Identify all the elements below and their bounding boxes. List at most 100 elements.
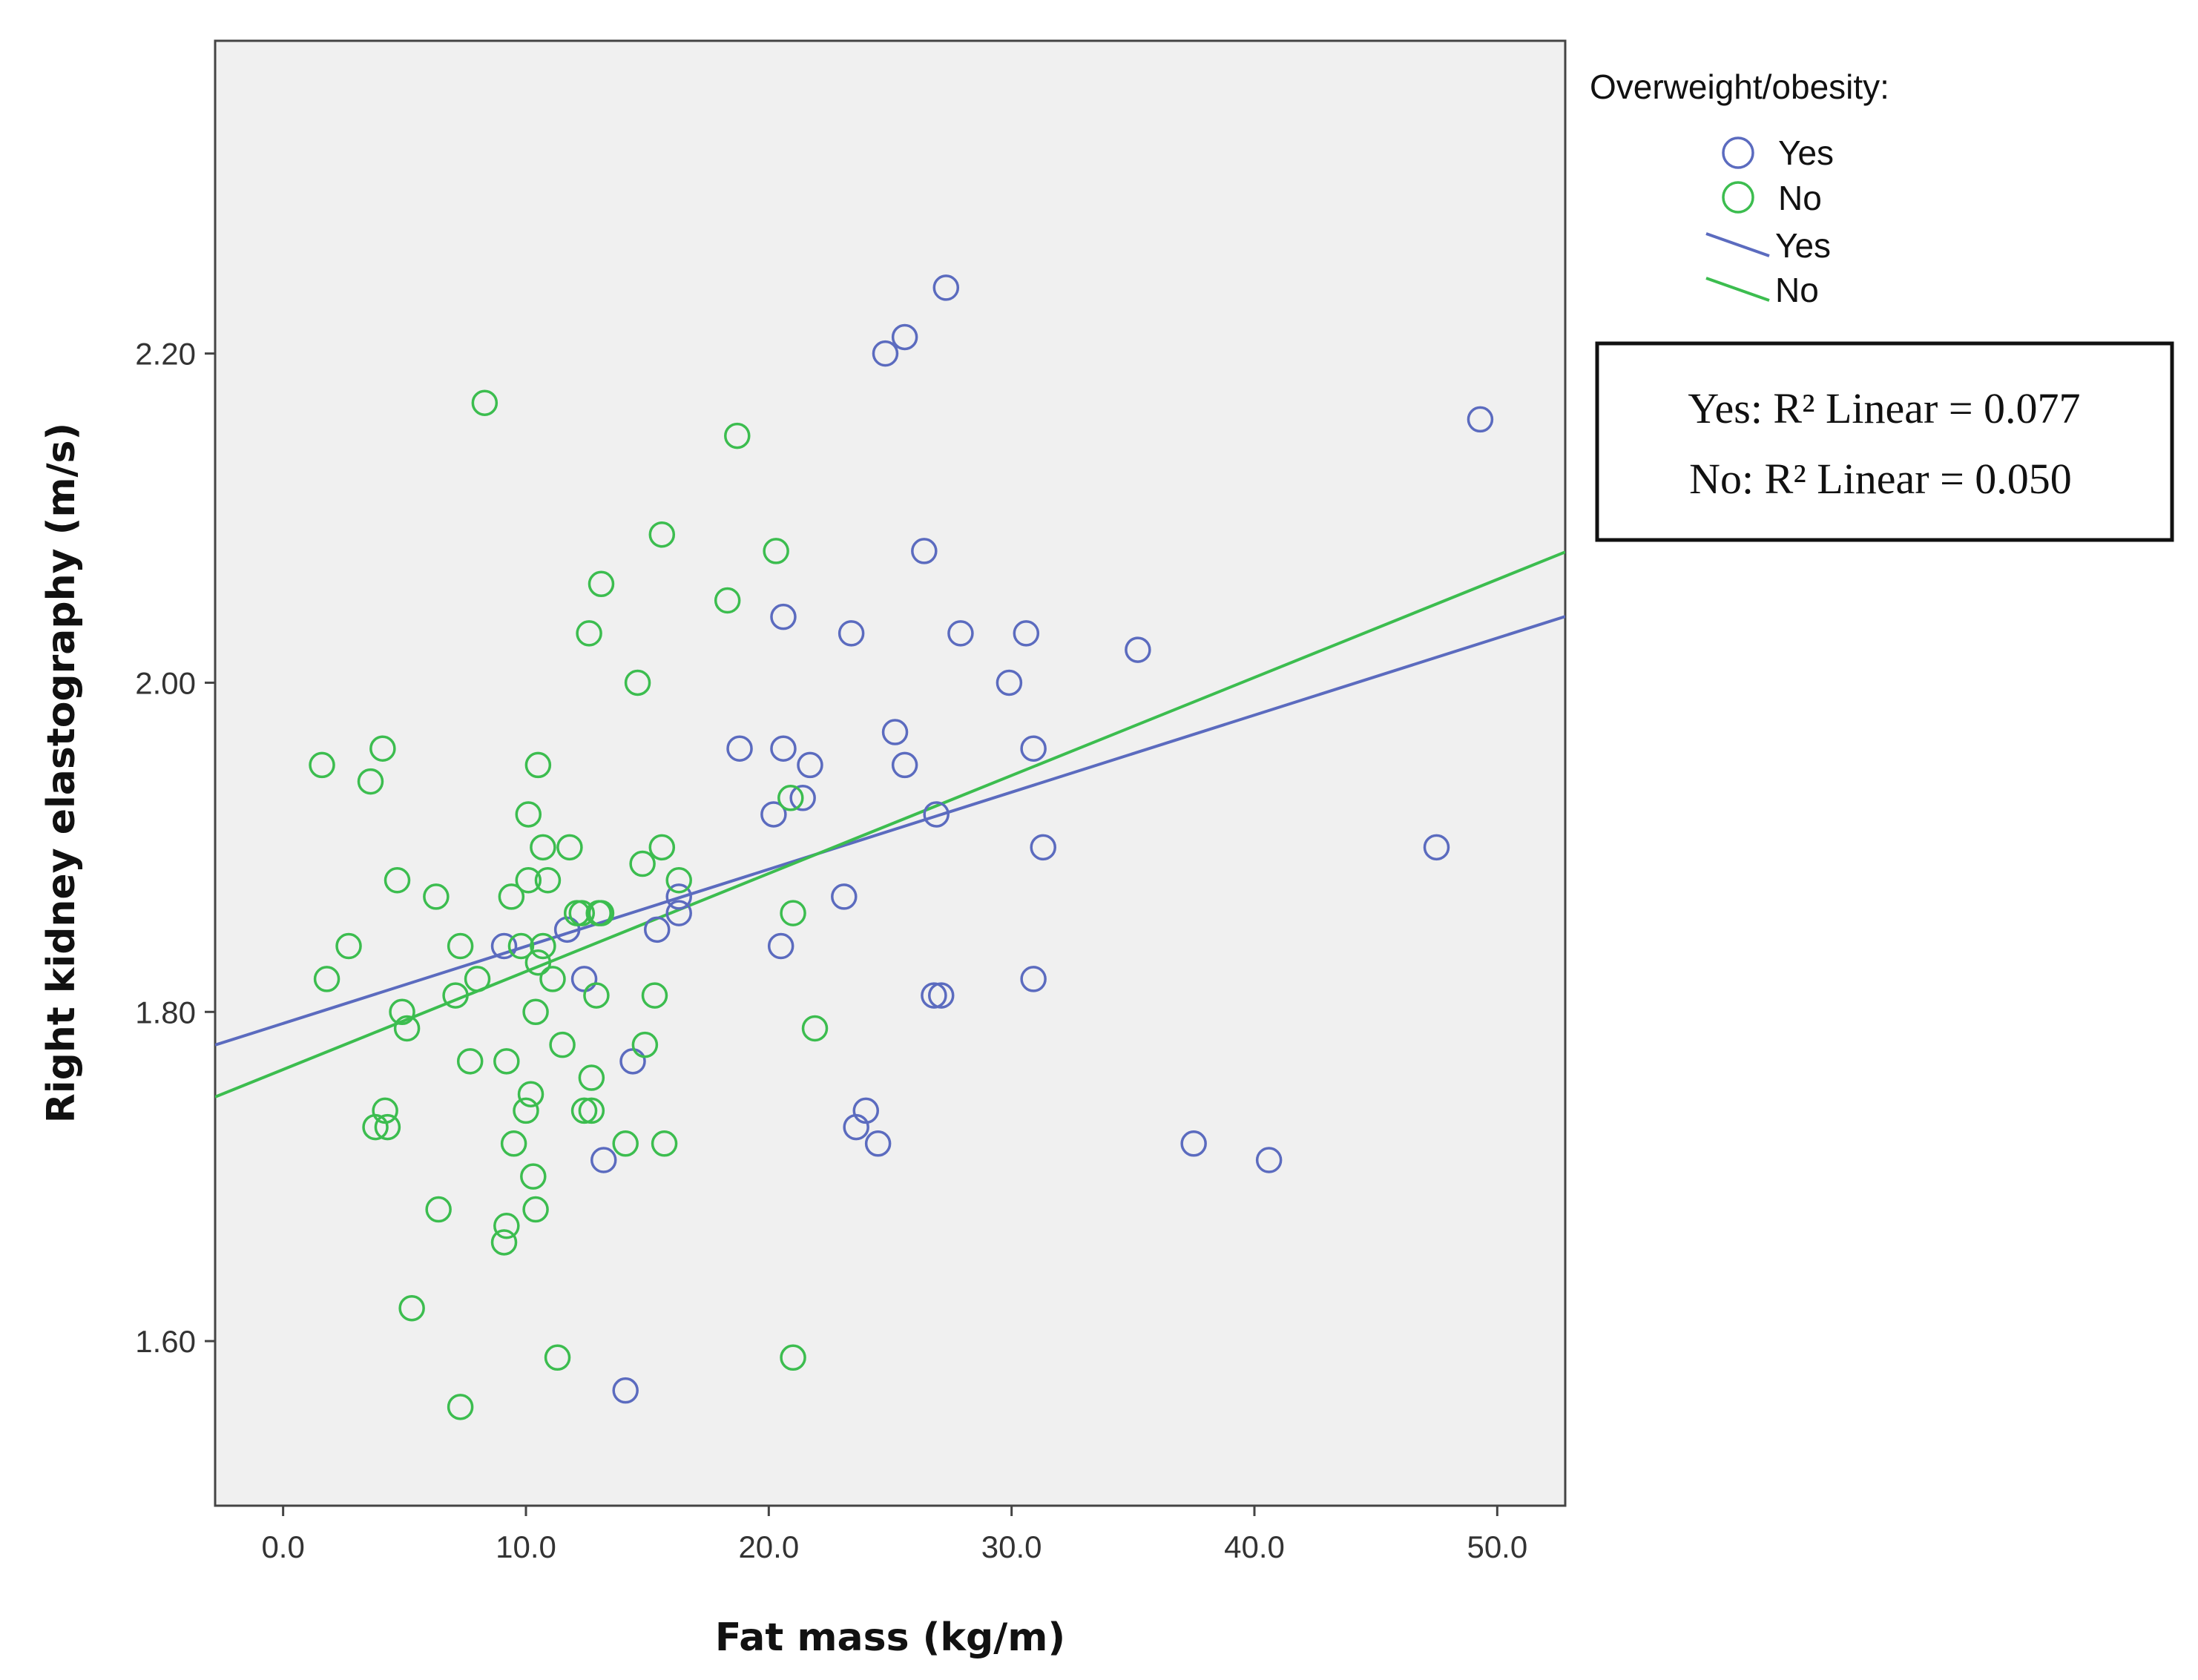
point-no: [780, 900, 806, 926]
point-no: [665, 866, 692, 894]
point-no: [447, 932, 474, 960]
point-no: [583, 982, 610, 1009]
point-no: [648, 834, 676, 861]
point-yes: [1125, 636, 1151, 663]
point-no: [544, 1344, 571, 1371]
point-no: [493, 1213, 520, 1239]
x-tick-label: 10.0: [496, 1529, 556, 1564]
point-yes: [864, 1130, 892, 1157]
point-no: [524, 949, 552, 976]
point-no: [588, 900, 615, 926]
point-no: [556, 834, 583, 861]
point-no: [578, 1064, 605, 1091]
point-no: [389, 998, 415, 1026]
legend-line-no: [1705, 277, 1770, 302]
point-no: [362, 1113, 389, 1141]
legend: Overweight/obesity: Yes No Yes No: [1590, 67, 1889, 309]
x-tick-label: 50.0: [1467, 1529, 1527, 1564]
point-no: [522, 998, 549, 1026]
point-no: [612, 1130, 639, 1157]
point-no: [522, 1196, 549, 1223]
point-no: [530, 834, 556, 861]
point-no: [423, 883, 450, 910]
legend-line-yes: [1705, 232, 1770, 257]
point-yes: [921, 982, 947, 1009]
point-yes: [1020, 735, 1047, 762]
point-yes: [760, 801, 787, 828]
point-yes: [881, 719, 909, 745]
point-no: [357, 768, 384, 795]
x-tick-label: 40.0: [1224, 1529, 1285, 1564]
point-no: [490, 1229, 518, 1256]
point-yes: [770, 603, 797, 630]
legend-label-marker-no: No: [1778, 179, 1822, 217]
point-yes: [838, 620, 865, 647]
point-no: [777, 785, 804, 811]
point-no: [588, 570, 615, 598]
point-yes: [996, 669, 1023, 696]
x-tick-label: 0.0: [261, 1529, 304, 1564]
x-tick-label: 20.0: [738, 1529, 799, 1564]
x-axis-title: Fat mass (kg/m): [715, 1615, 1065, 1660]
point-no: [651, 1130, 678, 1157]
point-no: [313, 966, 340, 992]
point-no: [568, 900, 596, 926]
point-yes: [927, 982, 955, 1009]
point-yes: [1423, 834, 1450, 861]
point-no: [524, 751, 552, 779]
y-tick-label: 1.60: [135, 1324, 196, 1359]
y-axis: 1.60 1.80 2.00 2.20: [135, 337, 215, 1359]
point-yes: [665, 883, 692, 910]
point-no: [507, 932, 535, 960]
plot-area: [214, 39, 1567, 1507]
point-no: [629, 850, 656, 877]
point-no: [648, 521, 676, 548]
point-yes: [1013, 620, 1040, 647]
point-no: [374, 1113, 401, 1141]
point-yes: [831, 883, 858, 910]
point-no: [447, 1394, 474, 1420]
point-no: [530, 932, 556, 960]
point-yes: [1030, 834, 1056, 861]
fit-line-no: [215, 550, 1565, 1098]
point-no: [578, 1097, 605, 1124]
point-no: [515, 801, 542, 828]
y-tick-label: 2.00: [135, 665, 196, 700]
point-no: [763, 538, 789, 564]
legend-marker-yes: [1722, 136, 1754, 169]
point-no: [724, 422, 751, 449]
x-axis: 0.0 10.0 20.0 30.0 40.0 50.0: [261, 1506, 1527, 1564]
point-yes: [923, 801, 950, 828]
point-yes: [1020, 966, 1047, 992]
point-no: [393, 1015, 421, 1042]
x-tick-label: 30.0: [981, 1529, 1042, 1564]
point-no: [534, 866, 562, 894]
point-no: [471, 389, 499, 416]
point-no: [369, 735, 396, 762]
point-no: [549, 1031, 576, 1058]
point-yes: [590, 1147, 617, 1173]
point-yes: [932, 274, 960, 301]
legend-label-line-no: No: [1775, 271, 1819, 309]
point-no: [576, 620, 602, 647]
r2-no-text: No: R² Linear = 0.050: [1689, 455, 2072, 503]
point-yes: [843, 1113, 869, 1141]
point-no: [442, 982, 469, 1009]
point-yes: [612, 1377, 639, 1404]
point-yes: [1255, 1147, 1283, 1173]
fit-lines: [215, 550, 1565, 1098]
point-yes: [789, 785, 816, 811]
point-no: [515, 866, 542, 894]
point-yes: [911, 538, 938, 564]
legend-label-line-yes: Yes: [1775, 226, 1831, 265]
point-no: [641, 982, 668, 1009]
point-no: [780, 1344, 806, 1371]
point-yes: [490, 932, 518, 960]
point-yes: [770, 735, 797, 762]
point-yes: [872, 340, 899, 367]
point-no: [398, 1294, 425, 1322]
y-tick-label: 2.20: [135, 337, 196, 372]
point-yes: [644, 916, 671, 943]
point-no: [714, 587, 741, 614]
